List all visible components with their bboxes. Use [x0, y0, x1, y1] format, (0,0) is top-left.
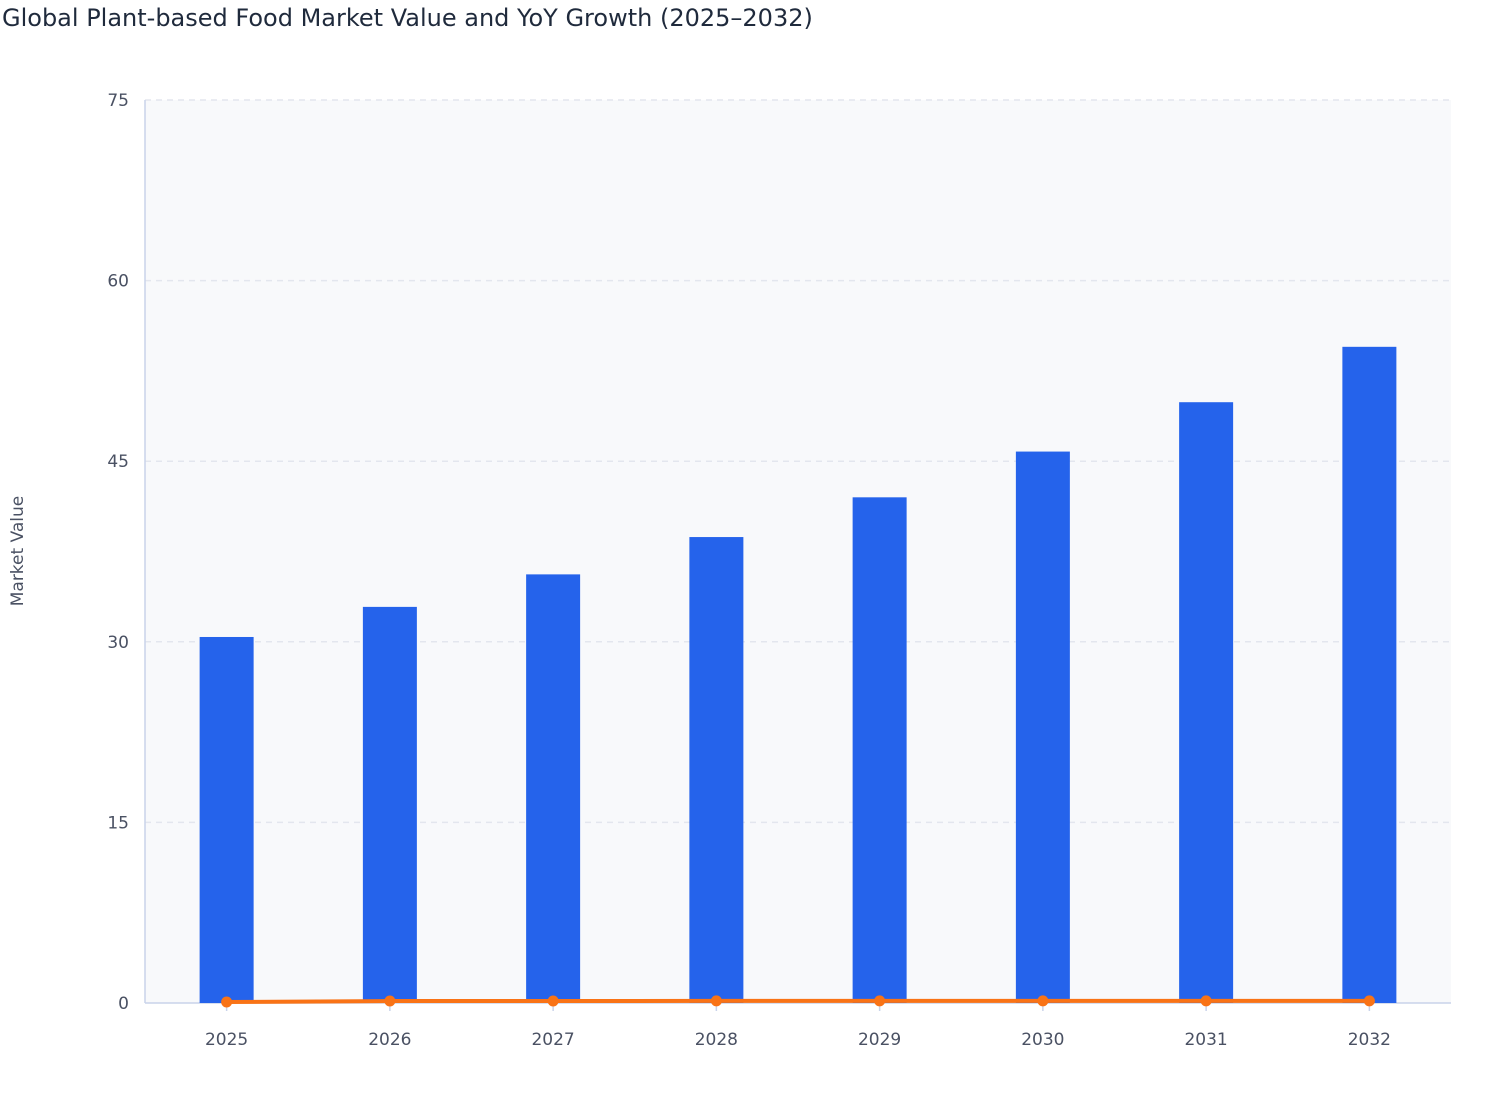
x-tick-label: 2029: [858, 1030, 901, 1050]
x-tick-label: 2030: [1021, 1030, 1064, 1050]
x-tick-label: 2027: [531, 1030, 574, 1050]
growth-point: [1200, 995, 1212, 1007]
x-tick-label: 2026: [368, 1030, 411, 1050]
x-tick-label: 2031: [1184, 1030, 1227, 1050]
y-tick-label: 75: [107, 91, 129, 111]
bar: [852, 497, 907, 1003]
bar: [1015, 451, 1070, 1003]
growth-point: [547, 995, 559, 1007]
bar: [1179, 402, 1234, 1004]
growth-line: [226, 998, 1370, 1004]
chart-title: Global Plant-based Food Market Value and…: [2, 4, 813, 32]
x-tick-label: 2025: [205, 1030, 248, 1050]
growth-point: [1037, 995, 1049, 1007]
growth-point: [1363, 995, 1375, 1007]
growth-point: [874, 995, 886, 1007]
bar: [526, 574, 581, 1003]
x-tick-label: 2032: [1348, 1030, 1391, 1050]
y-tick-label: 45: [107, 452, 129, 472]
y-tick-label: 60: [107, 272, 129, 292]
growth-point: [221, 996, 233, 1008]
bar: [362, 606, 417, 1003]
growth-point: [384, 995, 396, 1007]
bar: [689, 537, 744, 1003]
plot-area: [145, 100, 1451, 1003]
y-tick-label: 15: [107, 813, 129, 833]
growth-point: [710, 995, 722, 1007]
bar: [199, 636, 254, 1003]
y-axis-title: Market Value: [8, 496, 28, 607]
y-tick-label: 30: [107, 633, 129, 653]
y-tick-label: 0: [118, 994, 129, 1014]
bar: [1342, 346, 1397, 1003]
x-tick-label: 2028: [695, 1030, 738, 1050]
